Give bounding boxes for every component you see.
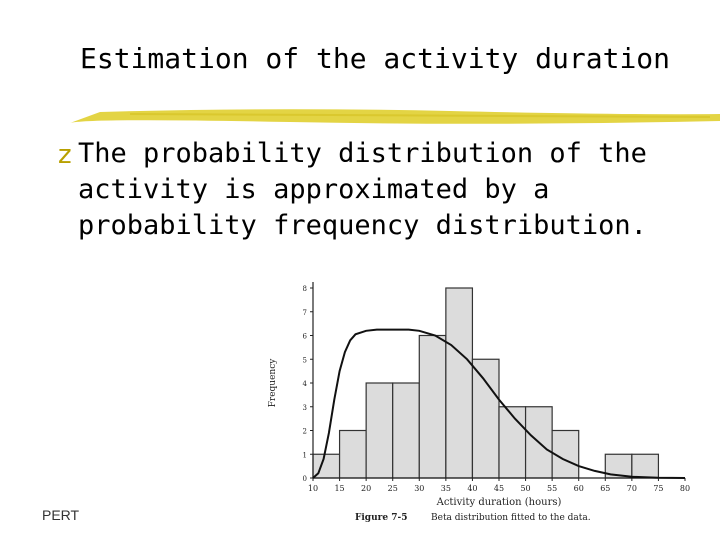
histogram-bar bbox=[418, 334, 447, 479]
x-tick-label: 25 bbox=[388, 484, 398, 493]
x-tick-labels: 10 15 20 25 30 35 40 45 50 55 60 65 70 75 80 bbox=[308, 484, 690, 493]
figure-caption-text: Beta distribution fitted to the data. bbox=[431, 513, 591, 523]
x-tick-label: 60 bbox=[574, 484, 584, 493]
y-tick-label: 5 bbox=[303, 356, 307, 364]
slide-title: Estimation of the activity duration bbox=[80, 42, 671, 75]
y-tick-label: 1 bbox=[303, 451, 307, 459]
bullet-text: The probability distribution of the acti… bbox=[78, 138, 647, 241]
x-tick-label: 35 bbox=[441, 484, 451, 493]
histogram-bar bbox=[471, 358, 500, 479]
histogram-bar bbox=[498, 406, 527, 479]
histogram-bar bbox=[631, 453, 660, 479]
x-tick-label: 45 bbox=[494, 484, 504, 493]
histogram-bars bbox=[312, 287, 660, 479]
y-tick-label: 2 bbox=[303, 428, 307, 436]
x-axis-label: Activity duration (hours) bbox=[436, 497, 562, 508]
y-tick-label: 6 bbox=[303, 333, 308, 341]
x-tick-label: 40 bbox=[467, 484, 477, 493]
histogram-bar bbox=[338, 429, 367, 479]
x-tick-label: 10 bbox=[308, 484, 318, 493]
title-underline-brush bbox=[70, 109, 720, 124]
histogram-bar bbox=[365, 382, 394, 479]
y-tick-label: 0 bbox=[303, 475, 307, 483]
x-tick-label: 80 bbox=[680, 484, 690, 493]
histogram-bar bbox=[445, 287, 474, 479]
y-axis-label: Frequency bbox=[268, 358, 278, 408]
x-tick-label: 50 bbox=[520, 484, 530, 493]
y-tick-label: 8 bbox=[303, 285, 307, 293]
x-tick-label: 20 bbox=[361, 484, 371, 493]
title-underline bbox=[70, 109, 720, 124]
x-tick-label: 65 bbox=[600, 484, 610, 493]
x-tick-label: 70 bbox=[627, 484, 637, 493]
x-tick-label: 75 bbox=[653, 484, 663, 493]
x-tick-label: 15 bbox=[334, 484, 344, 493]
y-tick-label: 7 bbox=[303, 309, 307, 317]
x-tick-label: 55 bbox=[547, 484, 557, 493]
chart-axes bbox=[310, 282, 686, 481]
y-tick-label: 3 bbox=[303, 404, 307, 412]
y-tick-labels: 0 1 2 3 4 5 6 7 8 bbox=[303, 285, 308, 483]
y-tick-label: 4 bbox=[303, 380, 308, 388]
histogram-chart: 10 15 20 25 30 35 40 45 50 55 60 65 70 75 80 012345678… bbox=[268, 282, 690, 523]
bullet-icon: z bbox=[58, 140, 72, 170]
footer-label: PERT bbox=[42, 507, 80, 523]
figure-caption-label: Figure 7-5 bbox=[355, 513, 408, 523]
fitted-curve bbox=[312, 328, 686, 479]
x-tick-label: 30 bbox=[414, 484, 424, 493]
histogram-bar bbox=[392, 382, 420, 479]
